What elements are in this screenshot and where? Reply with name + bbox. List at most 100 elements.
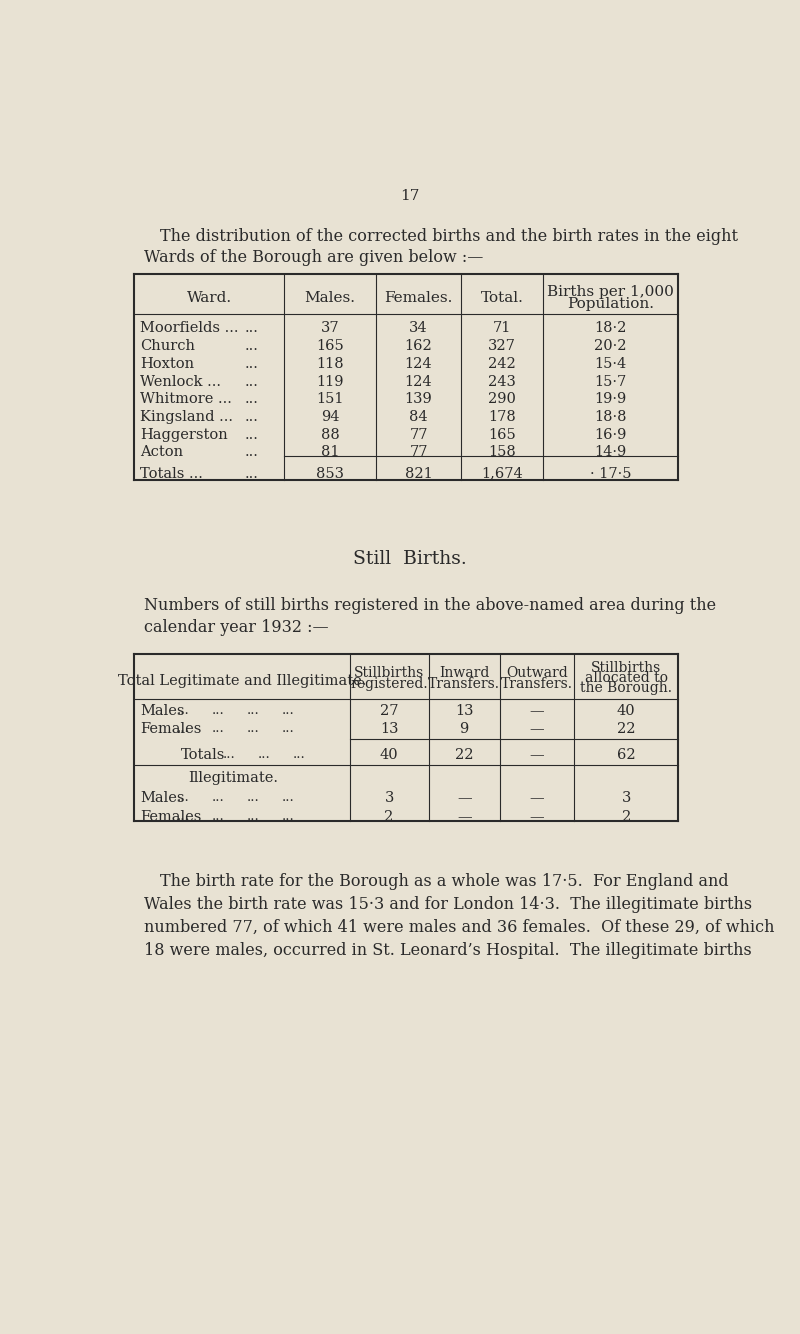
Text: Females: Females — [140, 722, 202, 736]
Text: Church: Church — [140, 339, 195, 354]
Text: ...: ... — [246, 791, 259, 804]
Text: 9: 9 — [460, 722, 469, 736]
Text: ...: ... — [211, 704, 224, 716]
Text: Total Legitimate and Illegitimate.: Total Legitimate and Illegitimate. — [118, 674, 366, 687]
Text: ...: ... — [244, 467, 258, 480]
Text: 165: 165 — [316, 339, 344, 354]
Text: 20·2: 20·2 — [594, 339, 627, 354]
Text: 22: 22 — [455, 748, 474, 762]
Text: ...: ... — [244, 410, 258, 424]
Text: Illegitimate.: Illegitimate. — [188, 771, 278, 786]
Text: 178: 178 — [488, 410, 516, 424]
Text: 19·9: 19·9 — [594, 392, 627, 407]
Text: Males: Males — [140, 704, 185, 718]
Text: 139: 139 — [405, 392, 433, 407]
Text: 290: 290 — [488, 392, 516, 407]
Text: ...: ... — [177, 704, 190, 716]
Text: 84: 84 — [410, 410, 428, 424]
Text: ...: ... — [293, 748, 306, 762]
Text: Still  Births.: Still Births. — [353, 550, 467, 568]
Text: Transfers.: Transfers. — [501, 676, 573, 691]
Text: 88: 88 — [321, 428, 339, 442]
Text: 853: 853 — [316, 467, 344, 480]
Text: 62: 62 — [617, 748, 635, 762]
Text: 13: 13 — [455, 704, 474, 718]
Text: Moorfields ...: Moorfields ... — [140, 321, 239, 335]
Text: ...: ... — [223, 748, 236, 762]
Text: Females.: Females. — [384, 291, 453, 305]
Text: 40: 40 — [380, 748, 398, 762]
Text: Transfers.: Transfers. — [428, 676, 500, 691]
Text: —: — — [530, 722, 545, 736]
Text: 15·7: 15·7 — [594, 375, 627, 388]
Text: 2: 2 — [622, 810, 631, 824]
Text: 151: 151 — [317, 392, 344, 407]
Text: 821: 821 — [405, 467, 433, 480]
Text: Births per 1,000: Births per 1,000 — [547, 285, 674, 299]
Text: allocated to: allocated to — [585, 671, 668, 686]
Text: 16·9: 16·9 — [594, 428, 627, 442]
Text: registered.: registered. — [350, 676, 428, 691]
Text: Hoxton: Hoxton — [140, 356, 194, 371]
Text: ...: ... — [244, 356, 258, 371]
Text: ...: ... — [282, 791, 294, 804]
Text: Whitmore ...: Whitmore ... — [140, 392, 232, 407]
Text: ...: ... — [244, 375, 258, 388]
Text: numbered 77, of which 41 were males and 36 females.  Of these 29, of which: numbered 77, of which 41 were males and … — [144, 919, 774, 936]
Text: Acton: Acton — [140, 446, 183, 459]
Text: 40: 40 — [617, 704, 635, 718]
Text: —: — — [457, 810, 471, 824]
Text: Males.: Males. — [305, 291, 356, 305]
Text: Stillbirths: Stillbirths — [591, 662, 662, 675]
Text: ...: ... — [244, 339, 258, 354]
Text: 3: 3 — [384, 791, 394, 806]
Text: calendar year 1932 :—: calendar year 1932 :— — [144, 619, 329, 636]
Text: 18 were males, occurred in St. Leonard’s Hospital.  The illegitimate births: 18 were males, occurred in St. Leonard’s… — [144, 942, 752, 959]
Text: ...: ... — [282, 810, 294, 823]
Text: Wenlock ...: Wenlock ... — [140, 375, 222, 388]
Text: 27: 27 — [380, 704, 398, 718]
Text: Wards of the Borough are given below :—: Wards of the Borough are given below :— — [144, 249, 483, 267]
Text: Totals: Totals — [181, 748, 225, 762]
Text: Total.: Total. — [481, 291, 524, 305]
Text: 242: 242 — [488, 356, 516, 371]
Text: ...: ... — [177, 791, 190, 804]
Text: Ward.: Ward. — [186, 291, 232, 305]
Text: —: — — [530, 748, 545, 762]
Text: Numbers of still births registered in the above-named area during the: Numbers of still births registered in th… — [144, 598, 716, 615]
Text: 118: 118 — [316, 356, 344, 371]
Text: 1,674: 1,674 — [482, 467, 523, 480]
Text: 18·2: 18·2 — [594, 321, 627, 335]
Text: ...: ... — [246, 704, 259, 716]
Text: ...: ... — [244, 446, 258, 459]
Text: 37: 37 — [321, 321, 339, 335]
Text: 2: 2 — [385, 810, 394, 824]
Text: Population.: Population. — [567, 297, 654, 311]
Text: 327: 327 — [488, 339, 516, 354]
Text: 18·8: 18·8 — [594, 410, 627, 424]
Text: ...: ... — [177, 722, 190, 735]
Text: Wales the birth rate was 15·3 and for London 14·3.  The illegitimate births: Wales the birth rate was 15·3 and for Lo… — [144, 896, 752, 914]
Text: 15·4: 15·4 — [594, 356, 627, 371]
Text: the Borough.: the Borough. — [580, 682, 672, 695]
Text: 165: 165 — [488, 428, 516, 442]
Text: 34: 34 — [410, 321, 428, 335]
Text: —: — — [530, 791, 545, 806]
Text: Totals ...: Totals ... — [140, 467, 203, 480]
Text: 94: 94 — [321, 410, 339, 424]
Text: ...: ... — [246, 722, 259, 735]
Text: 13: 13 — [380, 722, 398, 736]
Text: 71: 71 — [493, 321, 511, 335]
Text: The distribution of the corrected births and the birth rates in the eight: The distribution of the corrected births… — [161, 228, 738, 245]
Text: 22: 22 — [617, 722, 635, 736]
Text: The birth rate for the Borough as a whole was 17·5.  For England and: The birth rate for the Borough as a whol… — [161, 872, 729, 890]
Text: 158: 158 — [488, 446, 516, 459]
Text: 124: 124 — [405, 375, 432, 388]
Text: Females: Females — [140, 810, 202, 824]
Text: 124: 124 — [405, 356, 432, 371]
Text: ...: ... — [211, 810, 224, 823]
Text: ...: ... — [177, 810, 190, 823]
Text: Stillbirths: Stillbirths — [354, 666, 424, 680]
Text: 162: 162 — [405, 339, 433, 354]
Text: Haggerston: Haggerston — [140, 428, 228, 442]
